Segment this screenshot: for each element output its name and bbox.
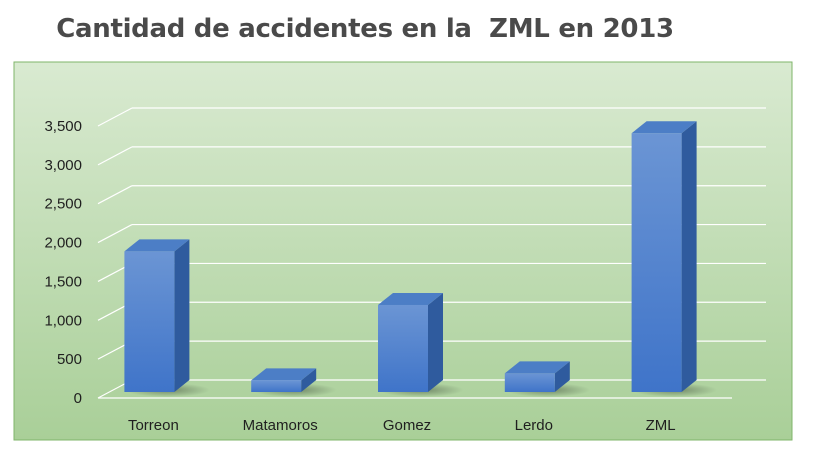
y-tick-label: 3,500 <box>44 118 82 135</box>
bar-top <box>504 361 570 374</box>
y-tick-label: 2,000 <box>44 235 82 252</box>
y-tick-label: 1,000 <box>44 312 82 329</box>
bar <box>504 361 591 397</box>
chart-title: Cantidad de accidentes en la ZML en 2013 <box>56 14 674 44</box>
bar <box>631 121 718 397</box>
bar <box>378 292 464 397</box>
x-axis-labels: Torreon Matamoros Gomez Lerdo ZML <box>128 417 676 434</box>
bars <box>124 121 718 397</box>
y-tick-label: 500 <box>57 351 82 368</box>
bar-side <box>174 239 190 392</box>
bar-front <box>124 251 175 392</box>
y-tick-label: 2,500 <box>44 196 82 213</box>
gridline-diagonal <box>97 107 133 127</box>
y-tick-label: 1,500 <box>44 273 82 290</box>
bar-top <box>631 121 697 134</box>
bar <box>124 239 210 397</box>
x-category-label: Matamoros <box>243 417 318 434</box>
y-axis-ticks: 0 500 1,000 1,500 2,000 2,500 3,000 3,500 <box>44 118 82 407</box>
x-category-label: Gomez <box>383 417 431 434</box>
gridline-diagonal <box>97 185 133 205</box>
bar-top <box>124 239 190 252</box>
x-category-label: Lerdo <box>515 417 553 434</box>
gridline-diagonal <box>97 146 133 166</box>
x-category-label: ZML <box>646 417 676 434</box>
bar-side <box>428 292 443 392</box>
bar-front <box>378 304 428 392</box>
bar-side <box>681 121 697 392</box>
bar-top <box>378 292 443 305</box>
gridline-diagonal <box>97 224 133 244</box>
x-category-label: Torreon <box>128 417 179 434</box>
bar-front <box>504 373 555 392</box>
bar-side <box>554 361 570 392</box>
bar-front <box>251 380 302 392</box>
y-tick-label: 0 <box>74 390 82 407</box>
bar-front <box>631 133 682 392</box>
y-tick-label: 3,000 <box>44 157 82 174</box>
bar-side <box>301 368 317 392</box>
bar-top <box>251 368 317 381</box>
bar <box>251 368 337 397</box>
